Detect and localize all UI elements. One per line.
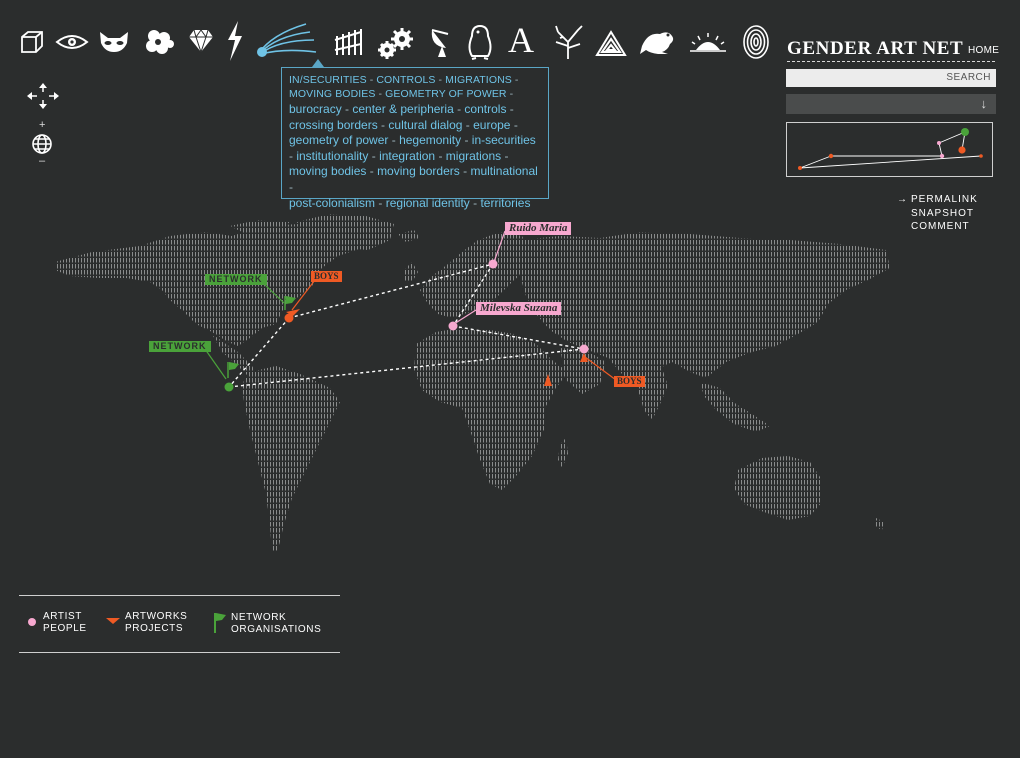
tooltip-head-tag[interactable]: GEOMETRY OF POWER: [385, 88, 507, 100]
share-actions: → PERMALINK SNAPSHOT COMMENT: [897, 193, 978, 234]
tag-link[interactable]: multinational: [470, 164, 538, 179]
pan-control[interactable]: [26, 82, 60, 115]
tooltip-head-tag[interactable]: IN/SECURITIES: [289, 74, 367, 86]
legend-artworks[interactable]: ARTWORKS PROJECTS: [125, 611, 188, 634]
tag-link[interactable]: europe: [473, 117, 511, 132]
tooltip-head-tag[interactable]: CONTROLS: [376, 74, 436, 86]
snapshot-link[interactable]: SNAPSHOT: [897, 207, 978, 221]
tag-link[interactable]: crossing borders: [289, 117, 378, 132]
globe-button[interactable]: [31, 133, 53, 160]
sunrise-icon[interactable]: [690, 32, 726, 52]
tooltip-tags: burocracy - center & peripheria - contro…: [289, 102, 538, 210]
tag-link[interactable]: controls: [464, 102, 507, 116]
tag-link[interactable]: post-colonialism: [289, 195, 376, 210]
lightning-icon[interactable]: [226, 20, 244, 62]
divider: [787, 61, 995, 62]
person-label-milevska[interactable]: Milevska Suzana: [476, 302, 562, 315]
permalink-link[interactable]: → PERMALINK: [897, 193, 978, 207]
zoom-out-button[interactable]: –: [39, 155, 46, 167]
cube-icon[interactable]: [20, 30, 44, 54]
connection-lines: [228, 263, 585, 388]
person-marker-asia[interactable]: [579, 344, 589, 354]
snapshot-label: SNAPSHOT: [911, 207, 975, 219]
tree-branch-icon[interactable]: [552, 24, 584, 60]
penguin-icon[interactable]: [466, 24, 494, 60]
fence-icon[interactable]: [334, 28, 362, 56]
tag-link[interactable]: territories: [480, 195, 531, 210]
minimap-graph: [798, 128, 983, 170]
tag-link[interactable]: regional identity: [385, 195, 470, 210]
tooltip-head-tag[interactable]: MOVING BODIES: [289, 88, 376, 100]
filter-dropdown[interactable]: ↓: [786, 94, 996, 114]
eye-icon[interactable]: [55, 34, 89, 50]
legend-artist[interactable]: ARTIST PEOPLE: [43, 611, 87, 634]
globe-icon: [32, 134, 52, 154]
tag-link[interactable]: migrations: [445, 148, 502, 163]
tag-link[interactable]: burocracy: [289, 102, 342, 116]
comet-icon[interactable]: [254, 22, 317, 57]
network-label-north[interactable]: NETWORK: [205, 274, 267, 285]
permalink-label: PERMALINK: [911, 194, 978, 205]
fingerprint-icon[interactable]: [742, 24, 770, 60]
tag-link[interactable]: in-securities: [471, 133, 536, 148]
artwork-marker-africa[interactable]: [544, 374, 552, 386]
person-marker-milevska[interactable]: [448, 321, 458, 331]
person-label-ruido[interactable]: Ruido Maria: [505, 222, 572, 235]
artwork-arrow-icon: [106, 618, 120, 624]
home-link[interactable]: HOME: [968, 45, 1000, 56]
hibiscus-icon[interactable]: [142, 28, 176, 56]
gears-icon[interactable]: [376, 28, 414, 60]
person-marker-ruido[interactable]: [488, 259, 498, 269]
tooltip-header: IN/SECURITIES - CONTROLS - MIGRATIONS - …: [289, 74, 519, 100]
tag-link[interactable]: cultural dialog: [388, 117, 463, 132]
map-legend: ARTIST PEOPLE ARTWORKS PROJECTS NETWORK ORG…: [19, 595, 340, 653]
network-marker-north[interactable]: [284, 296, 296, 310]
satellite-dish-icon[interactable]: [428, 26, 456, 58]
tag-link[interactable]: hegemonity: [399, 133, 462, 148]
category-icon-bar: A: [14, 14, 784, 66]
move-arrows-icon[interactable]: [26, 82, 60, 110]
frog-icon[interactable]: [638, 26, 676, 56]
site-logo[interactable]: GENDER ART NET: [787, 38, 964, 59]
search-button[interactable]: SEARCH: [946, 72, 991, 83]
comment-link[interactable]: COMMENT: [897, 220, 978, 234]
tag-link[interactable]: institutionality: [296, 148, 369, 163]
arrow-down-icon: ↓: [980, 96, 988, 111]
tag-link[interactable]: center & peripheria: [352, 102, 454, 116]
diamond-icon[interactable]: [188, 29, 214, 54]
network-marker-south[interactable]: [224, 362, 240, 392]
continents: [55, 214, 890, 552]
zoom-in-button[interactable]: +: [39, 119, 46, 131]
tag-link[interactable]: geometry of power: [289, 133, 389, 148]
search-input[interactable]: SEARCH: [786, 69, 996, 87]
tag-link[interactable]: moving borders: [377, 164, 460, 179]
tag-link[interactable]: moving bodies: [289, 164, 367, 179]
mask-icon[interactable]: [99, 31, 129, 53]
triangle-icon[interactable]: [595, 30, 627, 56]
network-flag-icon: [214, 613, 226, 633]
comment-label: COMMENT: [911, 221, 970, 232]
artwork-label-america[interactable]: BOYS: [311, 271, 342, 282]
tooltip-head-tag[interactable]: MIGRATIONS: [445, 74, 512, 86]
artwork-marker-asia[interactable]: [580, 353, 588, 362]
artist-dot-icon: [28, 618, 36, 626]
minimap[interactable]: [786, 122, 993, 177]
artwork-label-asia[interactable]: BOYS: [614, 376, 645, 387]
arrow-right-icon: →: [897, 194, 908, 205]
tag-link[interactable]: integration: [379, 148, 436, 163]
legend-network[interactable]: NETWORK ORGANISATIONS: [231, 612, 322, 635]
artwork-marker-america[interactable]: [284, 309, 301, 323]
letter-a-icon[interactable]: A: [508, 20, 534, 60]
network-label-south[interactable]: NETWORK: [149, 341, 211, 352]
tag-tooltip: IN/SECURITIES - CONTROLS - MIGRATIONS - …: [281, 59, 549, 210]
